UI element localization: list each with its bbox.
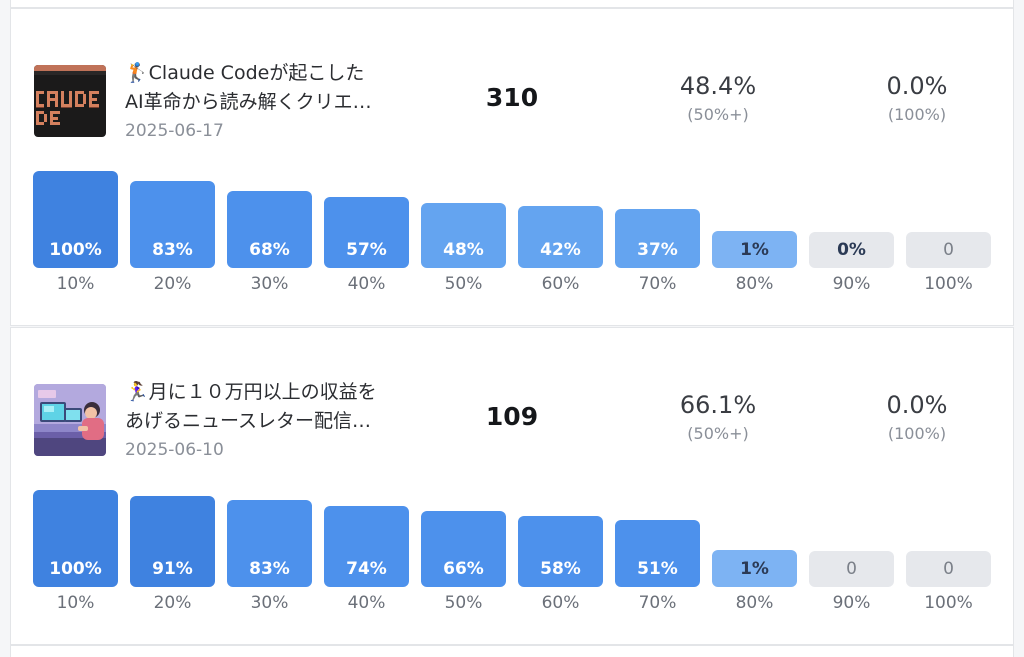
scroll-depth-bar-value: 48% bbox=[443, 240, 484, 260]
scroll-depth-category-label: 50% bbox=[444, 593, 483, 613]
read-rate-50-value: 66.1% bbox=[679, 391, 757, 419]
scroll-depth-bar[interactable]: 66% bbox=[421, 510, 506, 587]
scroll-depth-category-label: 40% bbox=[347, 593, 386, 613]
scroll-depth-bar-value: 66% bbox=[443, 559, 484, 579]
scroll-depth-bar[interactable]: 100% bbox=[33, 171, 118, 268]
scroll-depth-category-label: 70% bbox=[638, 274, 677, 294]
read-rate-100: 0.0% (100%) bbox=[847, 390, 987, 443]
scroll-depth-bar-value: 1% bbox=[740, 240, 769, 260]
scroll-depth-bar[interactable]: 83% bbox=[227, 500, 312, 587]
scroll-depth-bar[interactable]: 1% bbox=[712, 231, 797, 268]
scroll-depth-category-label: 90% bbox=[832, 274, 871, 294]
post-title-line: あげるニュースレター配信… bbox=[125, 410, 372, 432]
read-rate-50: 66.1% (50%+) bbox=[648, 390, 788, 443]
read-rate-50-threshold: (50%+) bbox=[687, 105, 749, 124]
scroll-depth-bar[interactable]: 0% bbox=[809, 232, 894, 268]
scroll-depth-bar-value: 100% bbox=[49, 240, 102, 260]
scroll-depth-category-label: 60% bbox=[541, 274, 580, 294]
scroll-depth-bar-value: 83% bbox=[249, 559, 290, 579]
read-rate-100-threshold: (100%) bbox=[887, 105, 947, 124]
scroll-depth-bar[interactable]: 68% bbox=[227, 190, 312, 268]
scroll-depth-bar[interactable]: 58% bbox=[518, 515, 603, 587]
read-rate-50: 48.4% (50%+) bbox=[648, 71, 788, 124]
post-title-line: AI革命から読み解くクリエ… bbox=[125, 91, 372, 113]
scroll-depth-bar[interactable]: 51% bbox=[615, 519, 700, 587]
scroll-depth-bar-value: 0 bbox=[943, 559, 954, 579]
scroll-depth-bar[interactable]: 0 bbox=[906, 551, 991, 587]
scroll-depth-bar[interactable]: 37% bbox=[615, 209, 700, 268]
claude-code-logo-icon bbox=[34, 65, 106, 137]
post-title-line: 🏃‍♀️月に１０万円以上の収益を bbox=[125, 381, 377, 403]
scroll-depth-bar[interactable]: 91% bbox=[130, 495, 215, 587]
scroll-depth-category-label: 100% bbox=[924, 274, 973, 294]
next-card-edge bbox=[10, 645, 1014, 657]
scroll-depth-bar[interactable]: 0 bbox=[906, 232, 991, 268]
previous-card-edge bbox=[10, 0, 1014, 8]
read-rate-50-value: 48.4% bbox=[679, 72, 757, 100]
scroll-depth-bar[interactable]: 42% bbox=[518, 206, 603, 268]
scroll-depth-bar-value: 0 bbox=[943, 240, 954, 260]
scroll-depth-category-label: 70% bbox=[638, 593, 677, 613]
scroll-depth-bar[interactable]: 57% bbox=[324, 197, 409, 268]
scroll-depth-bar-value: 0% bbox=[837, 240, 866, 260]
scroll-depth-category-label: 10% bbox=[56, 274, 95, 294]
scroll-depth-bar-value: 68% bbox=[249, 240, 290, 260]
scroll-depth-bar[interactable]: 74% bbox=[324, 505, 409, 587]
scroll-depth-bar-value: 83% bbox=[152, 240, 193, 260]
view-count: 310 bbox=[485, 83, 539, 112]
post-thumbnail[interactable] bbox=[34, 384, 106, 456]
scroll-depth-category-label: 50% bbox=[444, 274, 483, 294]
scroll-depth-bar-value: 51% bbox=[637, 559, 678, 579]
post-date: 2025-06-17 bbox=[125, 121, 224, 141]
scroll-depth-category-label: 80% bbox=[735, 274, 774, 294]
scroll-depth-bar-value: 57% bbox=[346, 240, 387, 260]
scroll-depth-bar[interactable]: 1% bbox=[712, 550, 797, 587]
scroll-depth-bar[interactable]: 0 bbox=[809, 551, 894, 587]
scroll-depth-category-label: 30% bbox=[250, 593, 289, 613]
scroll-depth-bar-value: 74% bbox=[346, 559, 387, 579]
scroll-depth-category-label: 80% bbox=[735, 593, 774, 613]
scroll-depth-category-label: 60% bbox=[541, 593, 580, 613]
post-date: 2025-06-10 bbox=[125, 440, 224, 460]
read-rate-50-threshold: (50%+) bbox=[687, 424, 749, 443]
scroll-depth-bar[interactable]: 48% bbox=[421, 202, 506, 268]
scroll-depth-bar[interactable]: 83% bbox=[130, 181, 215, 268]
post-thumbnail[interactable] bbox=[34, 65, 106, 137]
post-title[interactable]: 🏃‍♀️月に１０万円以上の収益を あげるニュースレター配信… bbox=[125, 378, 425, 436]
scroll-depth-chart: 100% 10% 91% 20% 83% 30% 74% 40% 66% 50% 58% 60% 51%… bbox=[33, 488, 993, 613]
post-title[interactable]: 🏌️Claude Codeが起こした AI革命から読み解くクリエ… bbox=[125, 59, 425, 117]
scroll-depth-category-label: 30% bbox=[250, 274, 289, 294]
post-card: 🏃‍♀️月に１０万円以上の収益を あげるニュースレター配信… 2025-06-1… bbox=[10, 327, 1014, 645]
scroll-depth-category-label: 100% bbox=[924, 593, 973, 613]
scroll-depth-bar-value: 100% bbox=[49, 559, 102, 579]
scroll-depth-bar-value: 42% bbox=[540, 240, 581, 260]
post-title-line: 🏌️Claude Codeが起こした bbox=[125, 62, 365, 84]
scroll-depth-category-label: 40% bbox=[347, 274, 386, 294]
read-rate-100-threshold: (100%) bbox=[887, 424, 947, 443]
read-rate-100-value: 0.0% bbox=[886, 391, 948, 419]
view-count: 109 bbox=[485, 402, 539, 431]
scroll-depth-category-label: 20% bbox=[153, 593, 192, 613]
scroll-depth-bar-value: 37% bbox=[637, 240, 678, 260]
scroll-depth-category-label: 20% bbox=[153, 274, 192, 294]
person-at-desk-icon bbox=[34, 384, 106, 456]
scroll-depth-category-label: 90% bbox=[832, 593, 871, 613]
scroll-depth-bar-value: 91% bbox=[152, 559, 193, 579]
scroll-depth-bar-value: 58% bbox=[540, 559, 581, 579]
post-card: 🏌️Claude Codeが起こした AI革命から読み解くクリエ… 2025-0… bbox=[10, 8, 1014, 326]
scroll-depth-bar[interactable]: 100% bbox=[33, 490, 118, 587]
scroll-depth-category-label: 10% bbox=[56, 593, 95, 613]
scroll-depth-bar-value: 0 bbox=[846, 559, 857, 579]
read-rate-100-value: 0.0% bbox=[886, 72, 948, 100]
scroll-depth-chart: 100% 10% 83% 20% 68% 30% 57% 40% 48% 50% 42% 60% 37%… bbox=[33, 169, 993, 294]
scroll-depth-bar-value: 1% bbox=[740, 559, 769, 579]
read-rate-100: 0.0% (100%) bbox=[847, 71, 987, 124]
